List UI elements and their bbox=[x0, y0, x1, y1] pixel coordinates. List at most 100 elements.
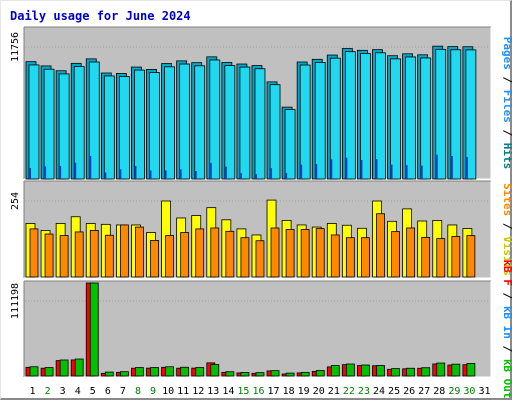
sites-bar bbox=[150, 240, 159, 278]
kb-out-bar bbox=[315, 370, 325, 377]
files-bar bbox=[269, 84, 281, 180]
hits-panel: 11756 Pages / Files / Hits bbox=[10, 26, 512, 180]
hits-legend-part: Pages bbox=[501, 37, 512, 70]
x-tick-label: 25 bbox=[388, 386, 400, 397]
pages-bar bbox=[239, 173, 242, 179]
hits-legend-part: / bbox=[501, 70, 512, 90]
x-tick-label: 24 bbox=[373, 386, 385, 397]
kb-out-bar bbox=[119, 371, 129, 377]
files-bar bbox=[405, 56, 417, 180]
sites-bar bbox=[391, 231, 400, 278]
sites-bar bbox=[240, 237, 250, 278]
hits-legend-part: / bbox=[501, 123, 512, 143]
kb-out-bar bbox=[44, 367, 54, 377]
kb-out-bar bbox=[361, 364, 370, 377]
pages-bar bbox=[29, 167, 31, 179]
hits-legend: Pages / Files / Hits bbox=[501, 37, 512, 170]
pages-bar bbox=[74, 162, 77, 179]
pages-bar bbox=[164, 170, 167, 179]
files-bar bbox=[284, 109, 296, 180]
pages-bar bbox=[345, 157, 348, 179]
kb-out-bar bbox=[255, 372, 265, 377]
files-bar bbox=[58, 73, 70, 180]
kbytes-legend-part: kB In bbox=[501, 306, 512, 339]
x-tick-label: 16 bbox=[252, 386, 264, 397]
x-tick-label: 20 bbox=[313, 386, 325, 397]
pages-bar bbox=[465, 156, 468, 179]
files-bar bbox=[73, 66, 85, 180]
kb-out-bar bbox=[285, 372, 295, 377]
sites-bar bbox=[421, 236, 431, 278]
files-bar bbox=[179, 63, 191, 180]
kb-out-bar bbox=[210, 364, 220, 377]
sites-bar bbox=[361, 237, 370, 278]
pages-bar bbox=[104, 172, 107, 179]
pages-bar bbox=[224, 166, 227, 179]
pages-bar bbox=[315, 164, 318, 179]
sites-bar bbox=[285, 229, 295, 278]
sites-bar bbox=[44, 233, 54, 278]
kb-out-bar bbox=[104, 371, 114, 377]
sites-bar bbox=[180, 232, 190, 278]
files-bar bbox=[103, 75, 115, 180]
kb-out-bar bbox=[59, 359, 69, 377]
files-bar bbox=[450, 49, 462, 180]
kb-out-bar bbox=[300, 371, 310, 377]
x-tick-label: 10 bbox=[162, 386, 174, 397]
x-tick-label: 14 bbox=[222, 386, 234, 397]
sites-bar bbox=[255, 240, 265, 278]
x-tick-label: 26 bbox=[403, 386, 415, 397]
x-tick-label: 30 bbox=[463, 386, 475, 397]
kb-out-bar bbox=[406, 367, 416, 377]
files-bar bbox=[314, 62, 326, 180]
files-bar bbox=[28, 64, 40, 180]
files-bar bbox=[224, 65, 236, 180]
pages-bar bbox=[209, 162, 212, 179]
sites-bar bbox=[225, 230, 235, 278]
kb-out-bar bbox=[195, 367, 205, 377]
pages-bar bbox=[420, 165, 423, 179]
files-bar bbox=[254, 68, 266, 180]
kbytes-legend-part: kB Out bbox=[501, 359, 512, 399]
pages-bar bbox=[285, 173, 288, 179]
pages-bar bbox=[149, 170, 152, 179]
files-bar bbox=[194, 65, 206, 180]
files-bar bbox=[420, 57, 432, 180]
pages-bar bbox=[194, 171, 197, 179]
visits-legend-part: Visits bbox=[501, 236, 512, 276]
kb-out-bar bbox=[135, 367, 144, 377]
kb-out-bar bbox=[225, 371, 235, 377]
x-tick-label: 2 bbox=[45, 386, 51, 397]
sites-bar bbox=[89, 230, 99, 278]
pages-bar bbox=[375, 159, 378, 179]
files-bar bbox=[164, 66, 175, 180]
files-bar bbox=[360, 53, 371, 180]
pages-bar bbox=[119, 169, 122, 179]
pages-bar bbox=[59, 166, 62, 179]
files-bar bbox=[390, 58, 401, 180]
x-tick-label: 21 bbox=[328, 386, 340, 397]
kbytes-legend-part: kB F bbox=[501, 259, 512, 286]
hits-legend-part: Hits bbox=[501, 143, 512, 170]
kb-out-bar bbox=[29, 366, 39, 377]
files-bar bbox=[299, 64, 311, 180]
kb-out-bar bbox=[451, 363, 461, 377]
x-tick-label: 6 bbox=[105, 386, 111, 397]
sites-bar bbox=[345, 237, 355, 278]
sites-bar bbox=[195, 228, 205, 278]
pages-bar bbox=[405, 165, 408, 179]
chart-title: Daily usage for June 2024 bbox=[10, 9, 191, 23]
pages-bar bbox=[44, 166, 47, 179]
visits-y-max-label: 254 bbox=[10, 192, 21, 210]
files-bar bbox=[134, 69, 145, 180]
kb-out-bar bbox=[436, 362, 446, 377]
sites-bar bbox=[330, 234, 340, 278]
sites-bar bbox=[210, 227, 220, 278]
kb-out-bar bbox=[180, 366, 190, 377]
kb-out-bar bbox=[330, 365, 340, 377]
sites-bar bbox=[119, 224, 129, 278]
files-bar bbox=[329, 57, 341, 180]
kb-out-bar bbox=[391, 368, 400, 377]
sites-bar bbox=[135, 226, 144, 278]
